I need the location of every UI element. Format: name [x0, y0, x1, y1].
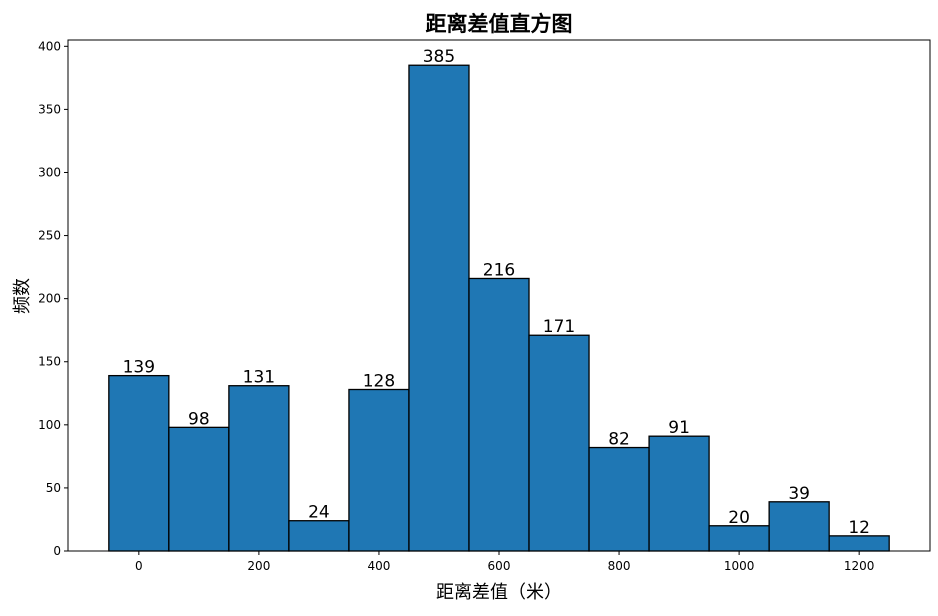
y-tick-label: 0 — [53, 544, 61, 558]
histogram-bar — [828, 535, 890, 552]
x-tick-label: 1000 — [724, 559, 755, 573]
y-tick-label: 100 — [38, 418, 61, 432]
x-tick-label: 1200 — [844, 559, 875, 573]
bar-data-label: 139 — [123, 358, 155, 378]
bar-data-label: 216 — [483, 260, 515, 280]
bar-data-label: 385 — [423, 47, 455, 67]
histogram-bar — [168, 426, 230, 552]
x-tick-label: 800 — [608, 559, 631, 573]
x-tick-label: 400 — [367, 559, 390, 573]
histogram-bar — [108, 374, 170, 552]
histogram-bar — [588, 446, 650, 552]
x-tick-label: 0 — [135, 559, 143, 573]
y-axis-label: 频数 — [12, 278, 33, 314]
histogram-bar — [528, 334, 590, 552]
bar-data-label: 171 — [543, 317, 575, 337]
y-tick-label: 50 — [46, 481, 61, 495]
y-tick-label: 300 — [38, 165, 61, 179]
bar-data-label: 91 — [668, 418, 690, 438]
x-ticks-group: 0 200 400 600 800 1000 1200 — [135, 551, 874, 573]
y-tick-label: 200 — [38, 292, 61, 306]
plot-frame — [67, 39, 931, 552]
histogram-bar — [468, 277, 530, 552]
histogram-bar — [408, 64, 470, 552]
y-tick-label: 150 — [38, 355, 61, 369]
x-axis-label: 距离差值（米） — [436, 582, 562, 603]
bar-data-label: 20 — [728, 508, 750, 528]
x-tick-label: 200 — [247, 559, 270, 573]
histogram-bar — [288, 520, 350, 552]
chart-title: 距离差值直方图 — [426, 12, 573, 36]
bar-data-label: 98 — [188, 409, 210, 429]
bar-data-label: 12 — [848, 518, 870, 538]
data-labels-group: 139 98 131 24 128 385 216 171 82 91 20 39 12 — [123, 47, 870, 538]
histogram-bar — [228, 385, 290, 552]
x-tick-label: 600 — [488, 559, 511, 573]
bar-data-label: 131 — [243, 368, 275, 388]
histogram-bar — [648, 435, 710, 552]
histogram-bar — [768, 501, 830, 552]
bar-data-label: 128 — [363, 371, 395, 391]
histogram-bar — [708, 525, 770, 552]
histogram-bar — [348, 388, 410, 552]
bar-data-label: 39 — [788, 484, 810, 504]
bars-group — [108, 64, 890, 552]
y-tick-label: 250 — [38, 229, 61, 243]
y-tick-label: 350 — [38, 102, 61, 116]
bar-data-label: 82 — [608, 430, 630, 450]
y-ticks-group: 0 50 100 150 200 250 300 350 400 — [38, 39, 68, 558]
bar-data-label: 24 — [308, 503, 330, 523]
y-tick-label: 400 — [38, 39, 61, 53]
